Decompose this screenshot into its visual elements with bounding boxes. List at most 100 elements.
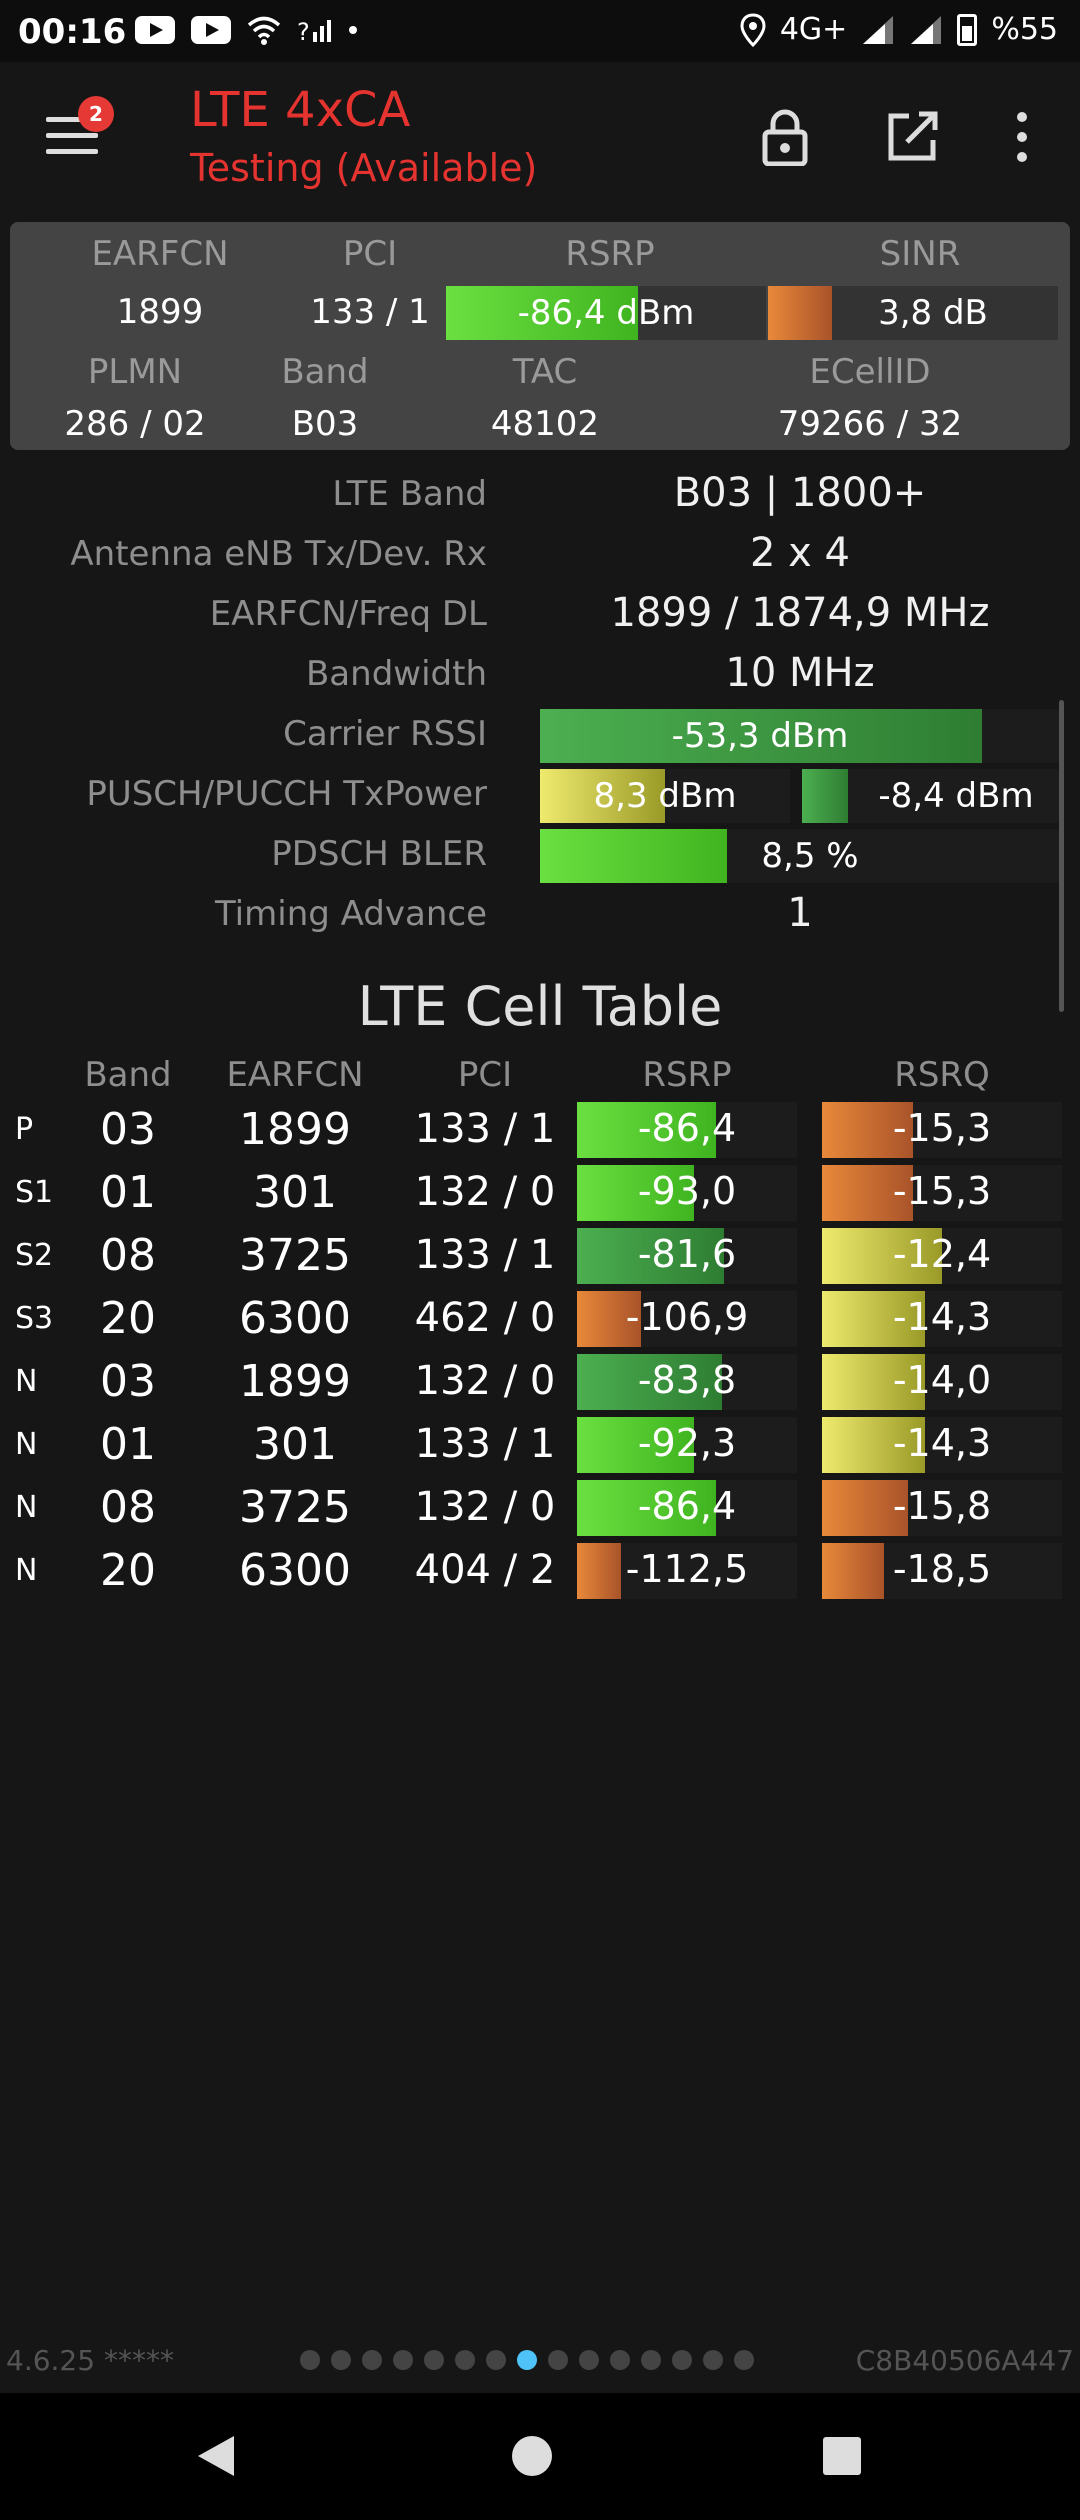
app-version: 4.6.25 ***** — [6, 2344, 174, 2377]
cell-type: S1 — [15, 1175, 54, 1210]
network-type: 4G+ — [779, 12, 848, 47]
cell-rsrq: -12,4 — [892, 1232, 992, 1276]
page-dot[interactable] — [610, 2350, 630, 2370]
plmn-value: 286 / 02 — [64, 404, 206, 444]
open-external-icon[interactable] — [877, 102, 947, 172]
youtube-icon — [191, 16, 231, 44]
more-vert-icon[interactable] — [987, 102, 1057, 172]
detail-label: EARFCN/Freq DL — [209, 594, 487, 634]
col-header-earfcn: EARFCN — [226, 1055, 364, 1095]
page-dot[interactable] — [734, 2350, 754, 2370]
cell-pci: 404 / 2 — [414, 1547, 556, 1593]
page-dot[interactable] — [455, 2350, 475, 2370]
cell-band: 08 — [100, 1482, 156, 1533]
bler-value: 8,5 % — [761, 836, 859, 876]
page-dot[interactable] — [703, 2350, 723, 2370]
cell-rsrq-fill — [822, 1228, 942, 1284]
table-row: N 08 3725 132 / 0 -86,4 -15,8 — [0, 1480, 1080, 1538]
pusch-value: 8,3 dBm — [593, 776, 737, 816]
cell-rsrp-fill — [577, 1228, 725, 1284]
carrier-rssi-meter: -53,3 dBm — [540, 709, 1060, 763]
detail-label: LTE Band — [332, 474, 487, 514]
cell-rsrp-meter: -92,3 — [577, 1417, 797, 1473]
detail-value: 10 MHz — [725, 650, 875, 696]
timing-advance-label: Timing Advance — [214, 894, 487, 934]
plmn-label: PLMN — [87, 352, 183, 392]
cell-type: S2 — [15, 1238, 54, 1273]
device-id: C8B40506A447 — [855, 2344, 1074, 2377]
sinr-meter: 3,8 dB — [768, 286, 1058, 340]
page-dot[interactable] — [517, 2350, 537, 2370]
tac-label: TAC — [512, 352, 578, 392]
pci-value: 133 / 1 — [310, 292, 430, 332]
cell-rsrp-meter: -86,4 — [577, 1480, 797, 1536]
page-dot[interactable] — [672, 2350, 692, 2370]
recents-icon[interactable] — [812, 2426, 872, 2486]
cell-type: N — [15, 1553, 38, 1588]
table-row: P 03 1899 133 / 1 -86,4 -15,3 — [0, 1102, 1080, 1160]
home-icon[interactable] — [502, 2426, 562, 2486]
rsrp-meter-fill — [446, 286, 638, 340]
detail-label: Antenna eNB Tx/Dev. Rx — [70, 534, 487, 574]
menu-icon[interactable] — [46, 117, 98, 155]
cell-band: 01 — [100, 1419, 156, 1470]
page-dot[interactable] — [393, 2350, 413, 2370]
page-dot[interactable] — [300, 2350, 320, 2370]
signal-icon: ? — [297, 18, 331, 46]
cell-rsrp: -86,4 — [637, 1106, 737, 1150]
cell-rsrp-fill — [577, 1543, 621, 1599]
earfcn-label: EARFCN — [91, 234, 229, 274]
sinr-meter-fill — [768, 286, 832, 340]
carrier-rssi-fill — [540, 709, 982, 763]
cell-rsrp-meter: -93,0 — [577, 1165, 797, 1221]
cell-rsrp: -93,0 — [637, 1169, 737, 1213]
cell-rsrq-meter: -14,3 — [822, 1291, 1062, 1347]
cell-earfcn: 1899 — [239, 1356, 351, 1407]
page-indicator[interactable] — [300, 2350, 754, 2370]
ecellid-value: 79266 / 32 — [777, 404, 963, 444]
page-dot[interactable] — [331, 2350, 351, 2370]
rsrp-value: -86,4 dBm — [517, 293, 695, 333]
table-row: N 20 6300 404 / 2 -112,5 -18,5 — [0, 1543, 1080, 1601]
page-dot[interactable] — [579, 2350, 599, 2370]
cell-rsrp-meter: -112,5 — [577, 1543, 797, 1599]
sinr-label: SINR — [879, 234, 961, 274]
cell-rsrq: -14,3 — [892, 1421, 992, 1465]
cell-rsrp-meter: -83,8 — [577, 1354, 797, 1410]
back-icon[interactable] — [186, 2426, 246, 2486]
table-row: S2 08 3725 133 / 1 -81,6 -12,4 — [0, 1228, 1080, 1286]
carrier-rssi-label: Carrier RSSI — [283, 714, 487, 754]
lock-icon[interactable] — [750, 102, 820, 172]
pucch-fill — [802, 769, 848, 823]
table-row: N 01 301 133 / 1 -92,3 -14,3 — [0, 1417, 1080, 1475]
system-icons: 4G+ %55 — [740, 12, 1058, 47]
cell-rsrp-fill — [577, 1165, 694, 1221]
cell-pci: 133 / 1 — [414, 1106, 556, 1152]
pusch-meter: 8,3 dBm — [540, 769, 790, 823]
cell-rsrp-meter: -86,4 — [577, 1102, 797, 1158]
cell-rsrq: -14,0 — [892, 1358, 992, 1402]
cell-type: S3 — [15, 1301, 54, 1336]
pucch-value: -8,4 dBm — [878, 776, 1034, 816]
page-dot[interactable] — [362, 2350, 382, 2370]
cell-type: N — [15, 1364, 38, 1399]
page-dot[interactable] — [641, 2350, 661, 2370]
cell-rsrq: -15,8 — [892, 1484, 992, 1528]
cell-pci: 133 / 1 — [414, 1232, 556, 1278]
serving-cell-summary: EARFCN PCI RSRP SINR 1899 133 / 1 -86,4 … — [10, 222, 1070, 450]
cell-pci: 133 / 1 — [414, 1421, 556, 1467]
cell-rsrq-meter: -18,5 — [822, 1543, 1062, 1599]
cell-band: 03 — [100, 1356, 156, 1407]
page-dot[interactable] — [424, 2350, 444, 2370]
page-dot[interactable] — [548, 2350, 568, 2370]
status-bar: 00:16 ? 4G+ %55 — [0, 0, 1080, 62]
cell-rsrq: -14,3 — [892, 1295, 992, 1339]
dot-icon — [349, 26, 357, 34]
page-dot[interactable] — [486, 2350, 506, 2370]
earfcn-value: 1899 — [116, 292, 204, 332]
cell-pci: 132 / 0 — [414, 1358, 556, 1404]
detail-value: B03 | 1800+ — [673, 470, 927, 516]
col-header-pci: PCI — [457, 1055, 513, 1095]
cell-earfcn: 301 — [253, 1167, 337, 1218]
scrollbar[interactable] — [1059, 700, 1064, 1012]
